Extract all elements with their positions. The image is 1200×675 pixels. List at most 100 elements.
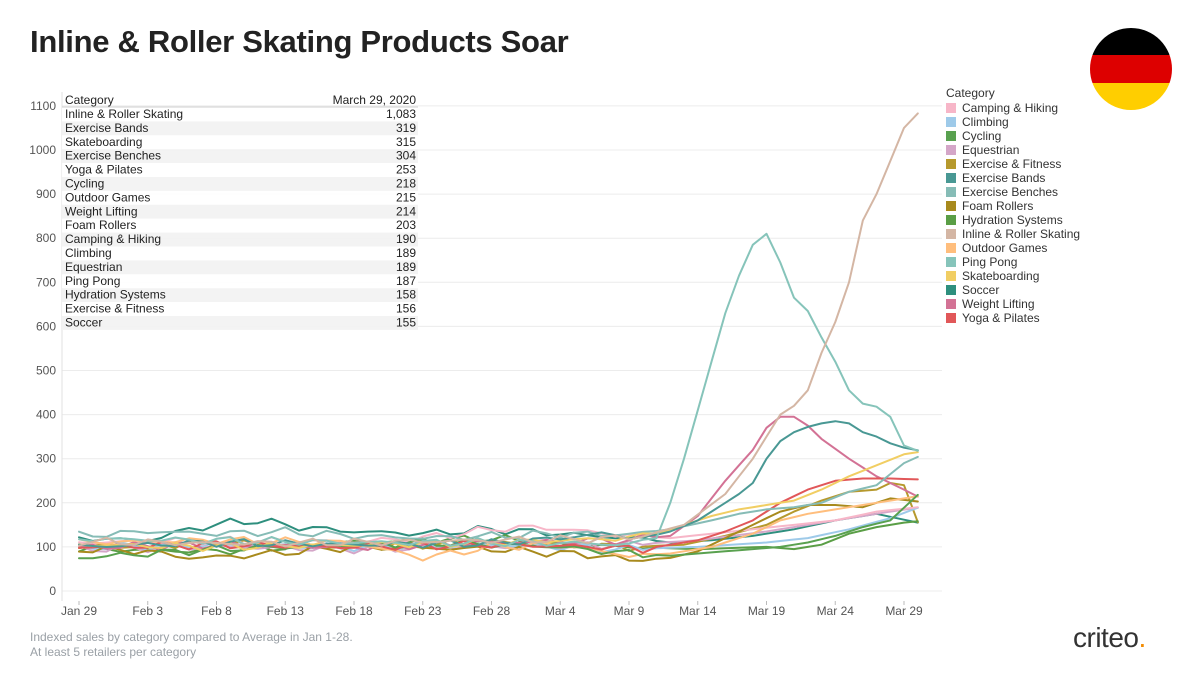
x-tick-label: Mar 14 <box>679 604 717 618</box>
legend-items: Camping & Hiking Climbing Cycling Equestria… <box>946 101 1080 325</box>
legend-swatch <box>946 285 956 295</box>
table-cell-category: Climbing <box>65 246 112 260</box>
table-cell-category: Exercise Bands <box>65 121 148 135</box>
table-cell-category: Exercise & Fitness <box>65 302 164 316</box>
legend-swatch <box>946 201 956 211</box>
table-row <box>62 288 418 303</box>
table-row <box>62 149 418 164</box>
table-cell-value: 189 <box>396 246 416 260</box>
table-cell-value: 319 <box>396 121 416 135</box>
y-tick-label: 400 <box>36 408 56 422</box>
table-cell-category: Weight Lifting <box>65 204 138 218</box>
series-line <box>78 455 919 541</box>
criteo-logo: criteo. <box>1073 622 1146 654</box>
legend-swatch <box>946 257 956 267</box>
table-cell-category: Soccer <box>65 316 102 330</box>
x-tick-label: Feb 18 <box>335 604 373 618</box>
legend-label: Outdoor Games <box>962 241 1048 255</box>
table-row <box>62 190 418 205</box>
legend-item: Yoga & Pilates <box>946 311 1080 325</box>
y-tick-label: 200 <box>36 496 56 510</box>
series-line <box>78 112 919 548</box>
legend-item: Camping & Hiking <box>946 101 1080 115</box>
legend-item: Climbing <box>946 115 1080 129</box>
chart-legend: Category Camping & Hiking Climbing Cycling… <box>946 86 1080 325</box>
table-row <box>62 274 418 289</box>
legend-item: Skateboarding <box>946 269 1080 283</box>
legend-swatch <box>946 313 956 323</box>
legend-label: Ping Pong <box>962 255 1018 269</box>
table-row <box>62 316 418 330</box>
legend-item: Exercise Bands <box>946 171 1080 185</box>
chart-axes: 0 100 200 300 400 500 600 700 800 900 1000 1100 Jan … <box>29 92 923 618</box>
legend-item: Weight Lifting <box>946 297 1080 311</box>
x-tick-label: Feb 8 <box>201 604 232 618</box>
table-cell-category: Skateboarding <box>65 135 142 149</box>
table-cell-category: Equestrian <box>65 260 122 274</box>
table-row <box>62 232 418 247</box>
table-header-date: March 29, 2020 <box>333 93 417 107</box>
x-tick-label: Feb 3 <box>132 604 163 618</box>
legend-swatch <box>946 271 956 281</box>
table-cell-value: 187 <box>396 274 416 288</box>
page-title: Inline & Roller Skating Products Soar <box>30 24 569 59</box>
x-tick-label: Feb 13 <box>267 604 305 618</box>
logo-text: criteo <box>1073 622 1139 653</box>
legend-label: Cycling <box>962 129 1002 143</box>
table-cell-value: 214 <box>396 204 416 218</box>
x-tick-label: Jan 29 <box>61 604 97 618</box>
legend-label: Exercise & Fitness <box>962 157 1062 171</box>
legend-item: Exercise & Fitness <box>946 157 1080 171</box>
table-row <box>62 260 418 275</box>
table-cell-category: Hydration Systems <box>65 288 166 302</box>
table-cell-category: Foam Rollers <box>65 218 136 232</box>
x-tick-label: Mar 29 <box>885 604 923 618</box>
legend-item: Inline & Roller Skating <box>946 227 1080 241</box>
y-tick-label: 500 <box>36 364 56 378</box>
y-tick-label: 100 <box>36 540 56 554</box>
y-tick-label: 300 <box>36 452 56 466</box>
legend-item: Soccer <box>946 283 1080 297</box>
legend-item: Hydration Systems <box>946 213 1080 227</box>
y-tick-label: 1000 <box>29 143 56 157</box>
table-cell-category: Cycling <box>65 177 104 191</box>
logo-mark: . <box>1138 622 1146 653</box>
series-line <box>78 451 919 552</box>
table-cell-value: 156 <box>396 302 416 316</box>
table-row <box>62 204 418 219</box>
table-cell-value: 215 <box>396 190 416 204</box>
legend-item: Outdoor Games <box>946 241 1080 255</box>
series-line <box>78 497 919 562</box>
y-tick-label: 700 <box>36 275 56 289</box>
table-cell-category: Exercise Benches <box>65 149 161 163</box>
value-table: Category March 29, 2020 Inline & Roller Sk… <box>62 93 418 330</box>
legend-label: Soccer <box>962 283 1000 297</box>
table-cell-value: 218 <box>396 177 416 191</box>
y-tick-label: 0 <box>49 584 56 598</box>
legend-item: Foam Rollers <box>946 199 1080 213</box>
table-cell-value: 315 <box>396 135 416 149</box>
legend-swatch <box>946 187 956 197</box>
table-cell-value: 1,083 <box>386 107 416 121</box>
y-tick-label: 800 <box>36 231 56 245</box>
legend-swatch <box>946 299 956 309</box>
footnote-line-1: Indexed sales by category compared to Av… <box>30 630 353 644</box>
legend-label: Exercise Benches <box>962 185 1059 199</box>
legend-swatch <box>946 145 956 155</box>
table-row <box>62 246 418 261</box>
x-tick-label: Mar 9 <box>614 604 645 618</box>
table-cell-category: Yoga & Pilates <box>65 163 143 177</box>
x-tick-label: Mar 24 <box>817 604 855 618</box>
x-tick-label: Mar 19 <box>748 604 786 618</box>
y-tick-label: 900 <box>36 187 56 201</box>
table-cell-category: Outdoor Games <box>65 190 150 204</box>
table-cell-value: 253 <box>396 163 416 177</box>
legend-label: Foam Rollers <box>962 199 1034 213</box>
table-cell-value: 155 <box>396 316 416 330</box>
legend-swatch <box>946 173 956 183</box>
x-tick-label: Mar 4 <box>545 604 576 618</box>
legend-label: Inline & Roller Skating <box>962 227 1081 241</box>
legend-swatch <box>946 103 956 113</box>
legend-label: Weight Lifting <box>962 297 1035 311</box>
